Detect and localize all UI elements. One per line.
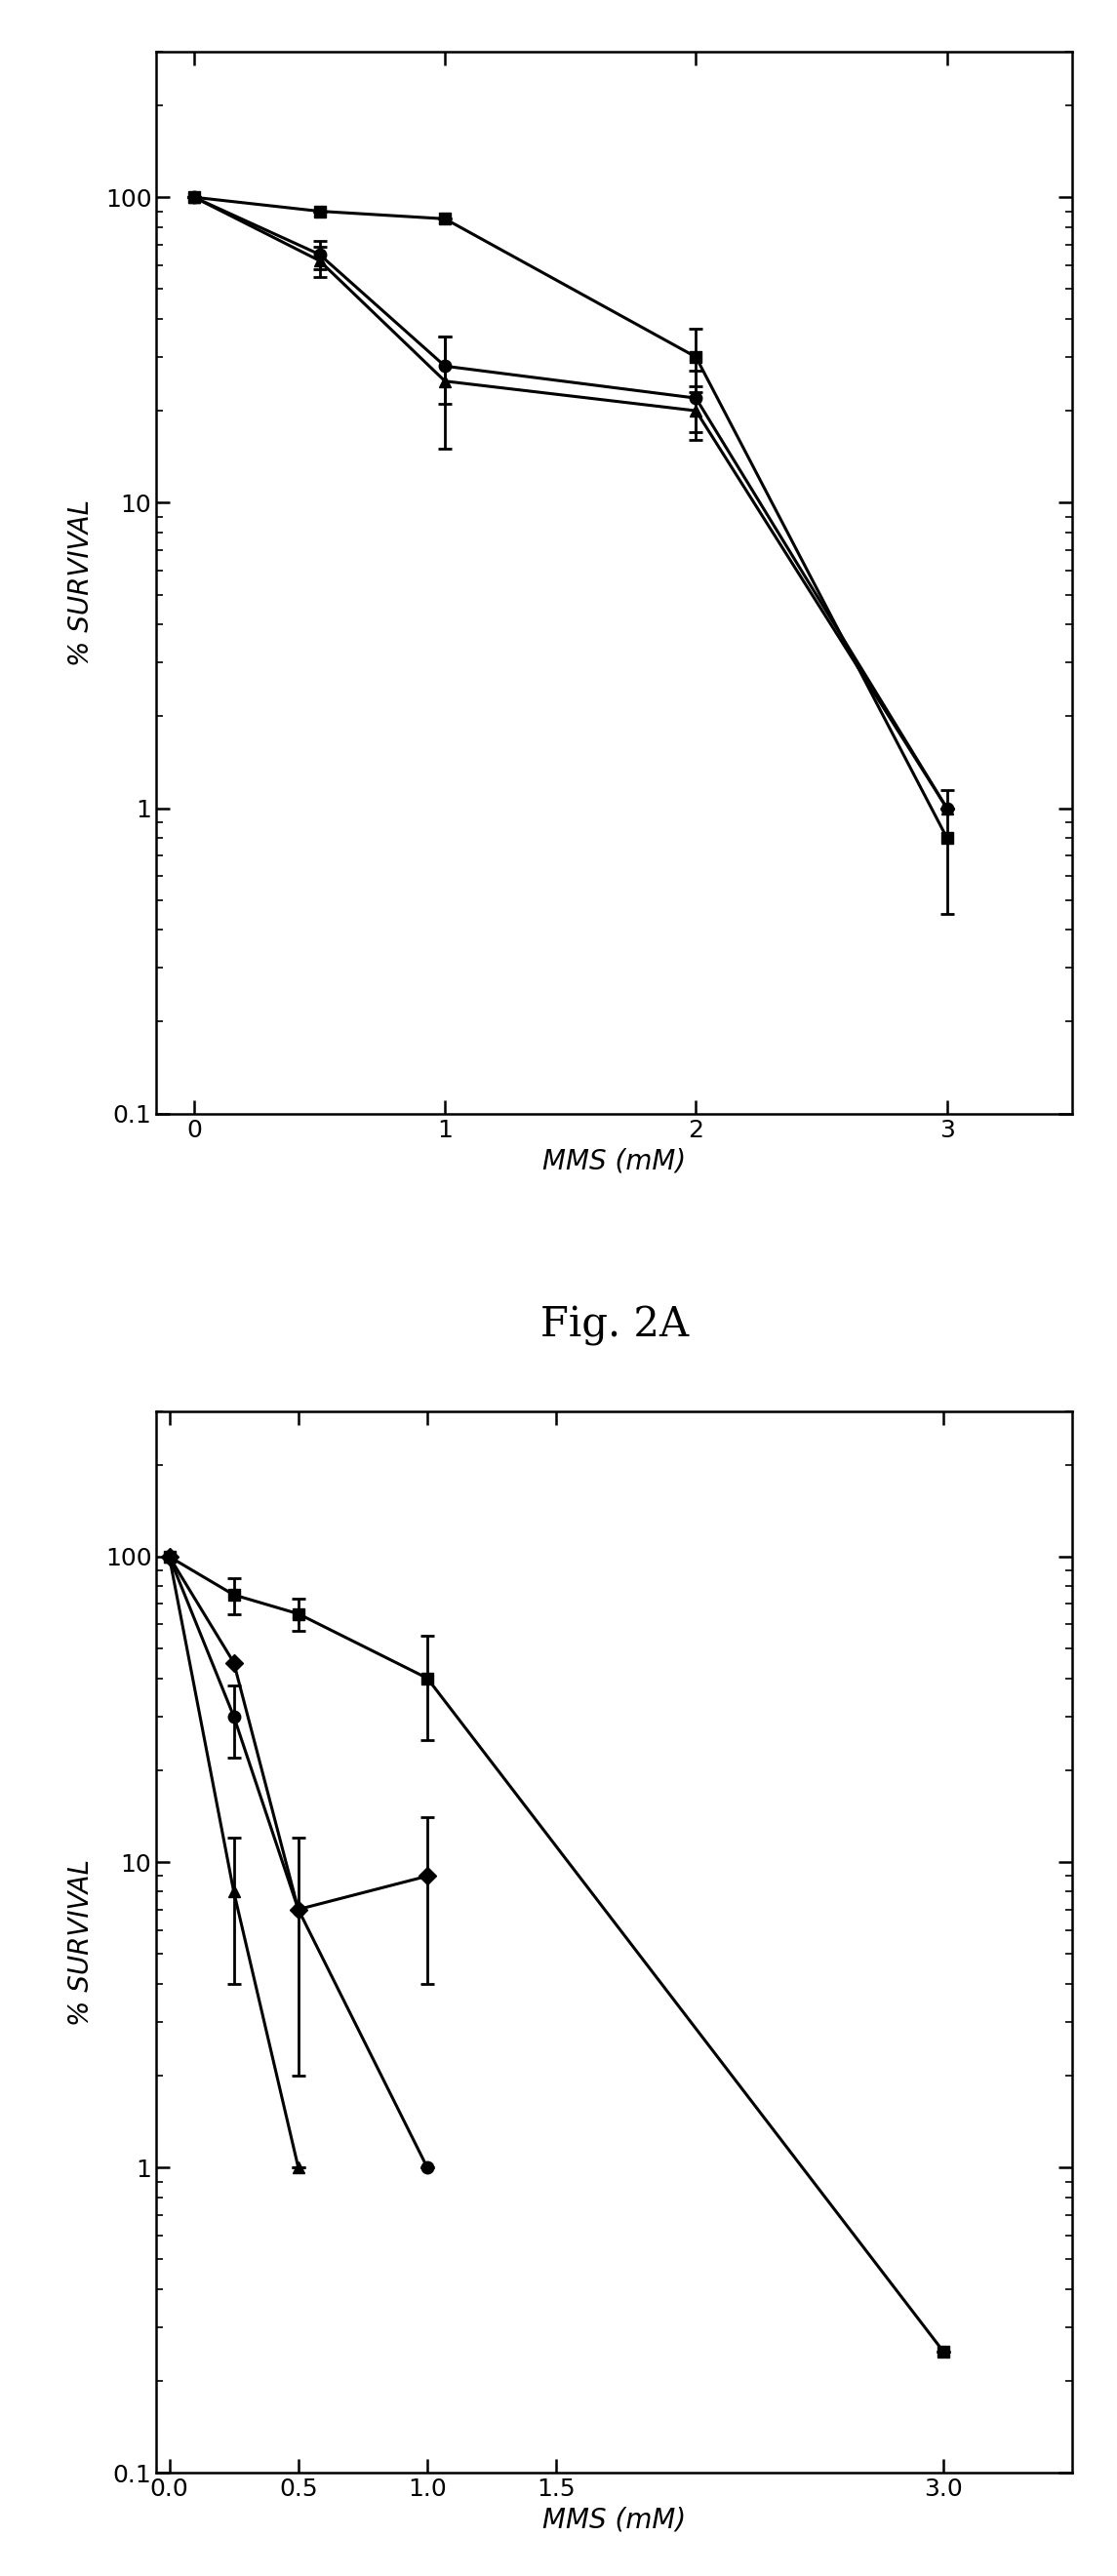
Y-axis label: % SURVIVAL: % SURVIVAL — [67, 500, 94, 667]
Text: Fig. 2A: Fig. 2A — [541, 1303, 688, 1345]
X-axis label: MMS (mM): MMS (mM) — [543, 1146, 686, 1175]
X-axis label: MMS (mM): MMS (mM) — [543, 2506, 686, 2535]
Y-axis label: % SURVIVAL: % SURVIVAL — [67, 1857, 94, 2025]
